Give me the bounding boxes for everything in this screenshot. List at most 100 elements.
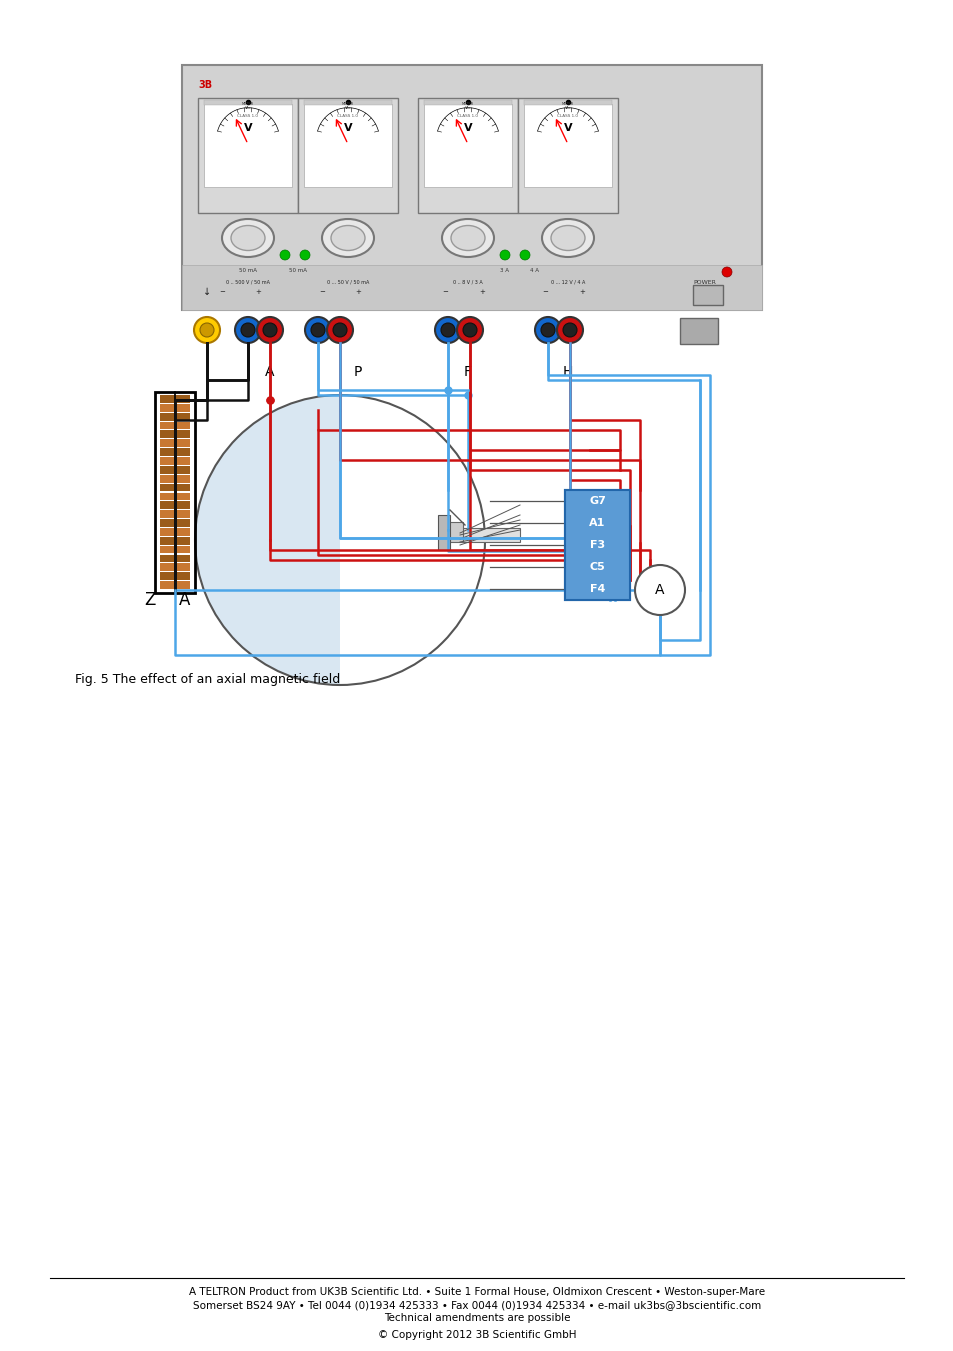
Bar bbox=[160, 466, 190, 474]
Text: METER
VAc: METER VAc bbox=[341, 101, 354, 111]
Text: V: V bbox=[563, 123, 572, 132]
Text: A1: A1 bbox=[589, 517, 605, 528]
Text: METER
VAc: METER VAc bbox=[461, 101, 474, 111]
Text: METER
VAc: METER VAc bbox=[561, 101, 574, 111]
Circle shape bbox=[557, 317, 582, 343]
Text: 50 mA: 50 mA bbox=[239, 267, 256, 273]
Bar bbox=[523, 104, 612, 188]
Ellipse shape bbox=[222, 219, 274, 257]
Text: A: A bbox=[655, 584, 663, 597]
Text: CLASS 1.0: CLASS 1.0 bbox=[237, 113, 258, 118]
Text: −: − bbox=[541, 289, 547, 295]
Circle shape bbox=[562, 323, 577, 336]
Circle shape bbox=[234, 317, 261, 343]
Text: F3: F3 bbox=[589, 540, 604, 550]
Text: V: V bbox=[463, 123, 472, 132]
Bar bbox=[198, 97, 297, 212]
Circle shape bbox=[327, 317, 353, 343]
Bar bbox=[423, 104, 512, 188]
Text: V: V bbox=[343, 123, 352, 132]
Text: 4 A: 4 A bbox=[530, 267, 539, 273]
Text: CLASS 1.0: CLASS 1.0 bbox=[557, 113, 578, 118]
Text: METER
VAc: METER VAc bbox=[242, 101, 253, 111]
Circle shape bbox=[635, 565, 684, 615]
Text: CLASS 1.0: CLASS 1.0 bbox=[337, 113, 358, 118]
Text: +: + bbox=[355, 289, 360, 295]
Text: +: + bbox=[254, 289, 261, 295]
Bar bbox=[160, 474, 190, 482]
Bar bbox=[204, 100, 292, 105]
Bar bbox=[437, 515, 450, 550]
Text: F4: F4 bbox=[589, 584, 604, 594]
Text: G7: G7 bbox=[588, 496, 605, 507]
Bar bbox=[160, 422, 190, 430]
Circle shape bbox=[280, 250, 290, 259]
Text: Technical amendments are possible: Technical amendments are possible bbox=[383, 1313, 570, 1323]
Ellipse shape bbox=[451, 226, 484, 250]
Bar bbox=[160, 519, 190, 527]
Bar bbox=[160, 457, 190, 465]
Text: A1: A1 bbox=[589, 517, 605, 528]
Circle shape bbox=[435, 317, 460, 343]
Bar bbox=[160, 581, 190, 589]
Text: ↓: ↓ bbox=[203, 286, 211, 297]
Text: 0 .. 500 V / 50 mA: 0 .. 500 V / 50 mA bbox=[226, 280, 270, 285]
Bar bbox=[417, 97, 517, 212]
Ellipse shape bbox=[551, 226, 584, 250]
Bar bbox=[160, 573, 190, 580]
Circle shape bbox=[456, 317, 482, 343]
Bar bbox=[182, 265, 761, 309]
Bar bbox=[304, 100, 392, 105]
Text: POWER: POWER bbox=[693, 280, 716, 285]
Circle shape bbox=[333, 323, 347, 336]
Circle shape bbox=[499, 250, 510, 259]
Circle shape bbox=[263, 323, 276, 336]
Circle shape bbox=[535, 317, 560, 343]
Bar bbox=[444, 521, 462, 542]
Bar bbox=[160, 563, 190, 571]
Bar bbox=[160, 431, 190, 438]
Bar bbox=[204, 104, 292, 188]
Circle shape bbox=[241, 323, 254, 336]
Bar bbox=[160, 412, 190, 420]
Text: A: A bbox=[655, 584, 664, 597]
Text: +: + bbox=[478, 289, 484, 295]
Circle shape bbox=[638, 567, 681, 612]
Bar bbox=[160, 501, 190, 509]
Circle shape bbox=[462, 323, 476, 336]
Text: H: H bbox=[562, 365, 573, 380]
Text: 0 .. 8 V / 3 A: 0 .. 8 V / 3 A bbox=[453, 280, 482, 285]
Polygon shape bbox=[194, 394, 339, 685]
Text: 0 ... 12 V / 4 A: 0 ... 12 V / 4 A bbox=[550, 280, 584, 285]
Circle shape bbox=[305, 317, 331, 343]
Circle shape bbox=[311, 323, 325, 336]
Bar bbox=[564, 490, 629, 600]
Ellipse shape bbox=[231, 226, 265, 250]
Text: F: F bbox=[463, 365, 472, 380]
Bar bbox=[160, 493, 190, 500]
Ellipse shape bbox=[441, 219, 494, 257]
Bar bbox=[160, 511, 190, 517]
Ellipse shape bbox=[322, 219, 374, 257]
Bar bbox=[154, 392, 194, 593]
Text: −: − bbox=[219, 289, 225, 295]
Text: Somerset BS24 9AY • Tel 0044 (0)1934 425333 • Fax 0044 (0)1934 425334 • e-mail u: Somerset BS24 9AY • Tel 0044 (0)1934 425… bbox=[193, 1300, 760, 1310]
Ellipse shape bbox=[331, 226, 365, 250]
Text: P: P bbox=[354, 365, 362, 380]
Text: G7: G7 bbox=[588, 496, 605, 507]
Text: A: A bbox=[265, 365, 274, 380]
Circle shape bbox=[440, 323, 455, 336]
Text: F4: F4 bbox=[589, 584, 604, 594]
Bar bbox=[564, 490, 629, 600]
Circle shape bbox=[200, 323, 213, 336]
Bar bbox=[692, 285, 722, 305]
Bar bbox=[160, 404, 190, 412]
Ellipse shape bbox=[541, 219, 594, 257]
Bar bbox=[304, 104, 392, 188]
Text: 50 mA: 50 mA bbox=[289, 267, 307, 273]
Circle shape bbox=[540, 323, 555, 336]
Circle shape bbox=[299, 250, 310, 259]
Text: 3 A: 3 A bbox=[500, 267, 509, 273]
Bar bbox=[160, 449, 190, 457]
Bar bbox=[160, 439, 190, 447]
